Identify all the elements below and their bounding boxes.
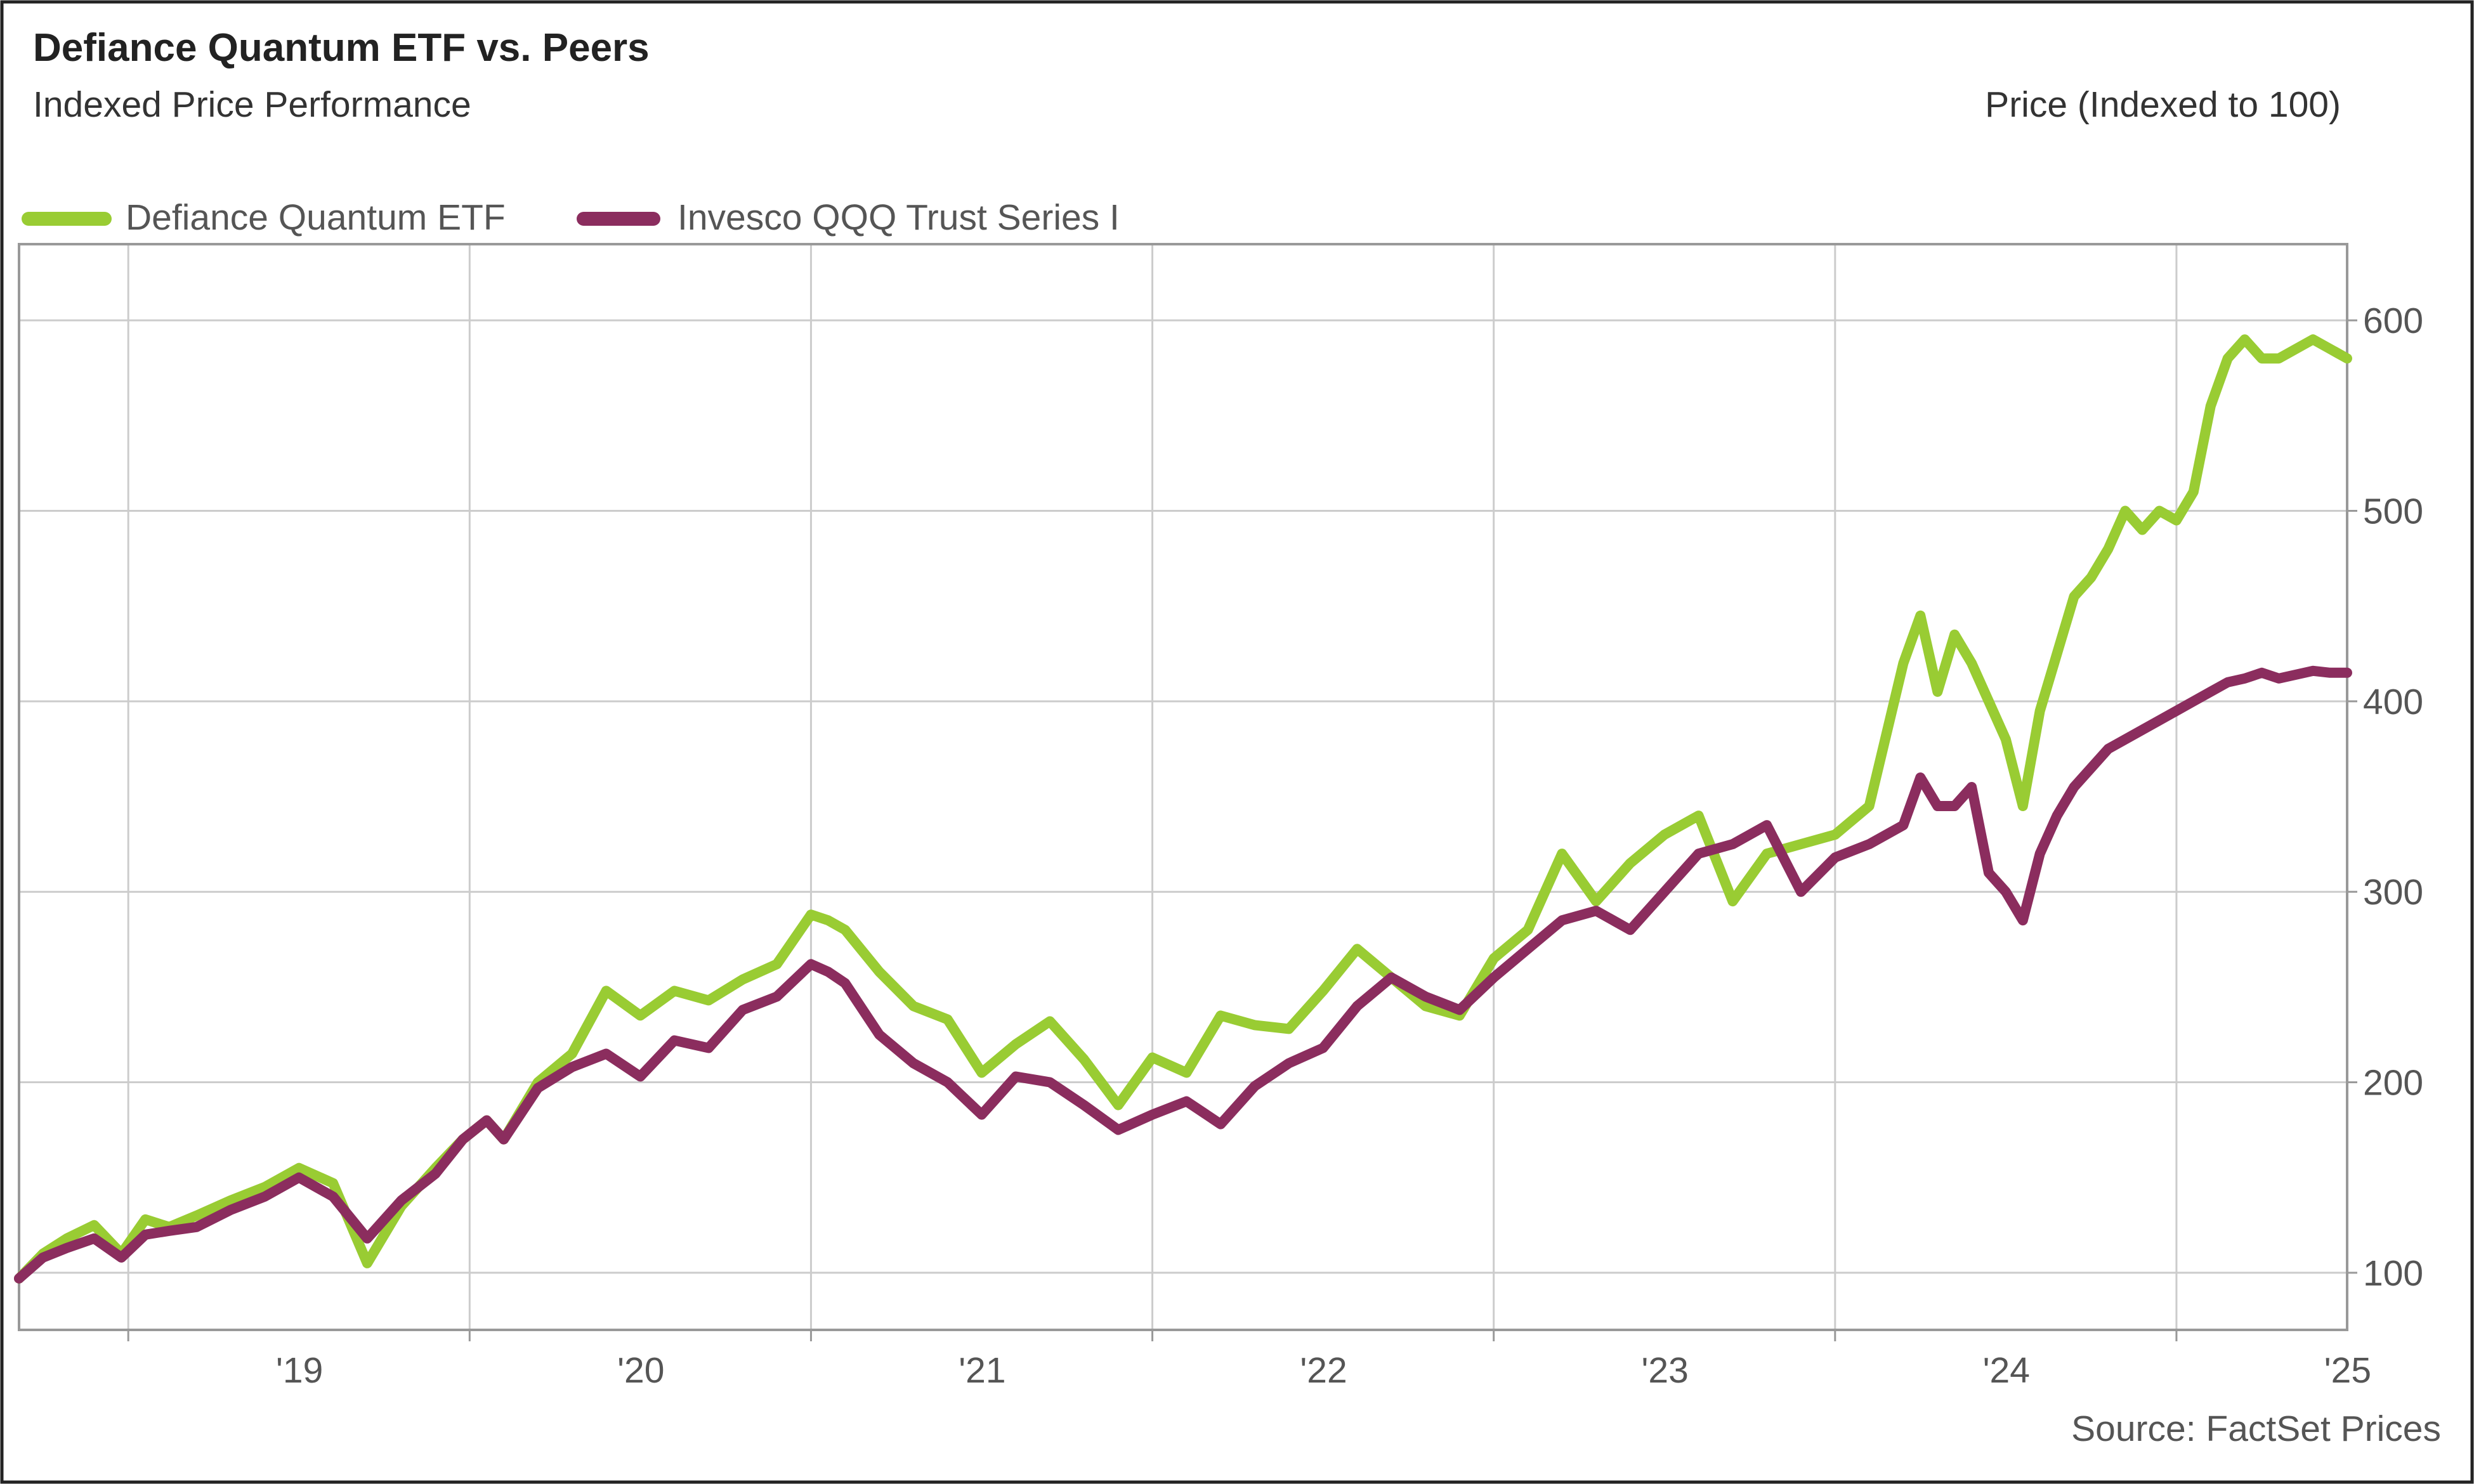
legend-label-qqq: Invesco QQQ Trust Series I xyxy=(677,197,1120,238)
y-tick-label: 200 xyxy=(2363,1063,2423,1103)
y-tick-label: 600 xyxy=(2363,301,2423,341)
y-tick-label: 400 xyxy=(2363,682,2423,722)
gridlines xyxy=(19,244,2347,1330)
x-tick-label: '22 xyxy=(1300,1350,1347,1391)
series-line-qqq xyxy=(14,665,2352,1284)
x-tick-label: '25 xyxy=(2324,1350,2371,1391)
x-tick-label: '24 xyxy=(1983,1350,2030,1391)
plot-area-border xyxy=(18,243,2348,1331)
x-axis-ticks: '19 '20 '21 '22 '23 '24 '25 xyxy=(127,1330,2371,1391)
y-axis-label: Price (Indexed to 100) xyxy=(1985,84,2341,125)
legend: Defiance Quantum ETF Invesco QQQ Trust S… xyxy=(22,197,1120,238)
chart-title: Defiance Quantum ETF vs. Peers xyxy=(33,26,650,70)
x-tick-label: '19 xyxy=(276,1350,323,1391)
y-tick-label: 500 xyxy=(2363,491,2423,531)
y-axis-ticks: 100 200 300 400 500 600 xyxy=(2347,301,2423,1294)
x-tick-label: '21 xyxy=(959,1350,1005,1391)
y-tick-label: 300 xyxy=(2363,872,2423,913)
chart-subtitle: Indexed Price Performance xyxy=(33,84,471,125)
legend-label-defiance: Defiance Quantum ETF xyxy=(126,197,506,238)
x-tick-label: '23 xyxy=(1642,1350,1689,1391)
series-layer xyxy=(14,334,2352,1284)
x-tick-label: '20 xyxy=(617,1350,664,1391)
y-tick-label: 100 xyxy=(2363,1253,2423,1294)
source-note: Source: FactSet Prices xyxy=(2071,1409,2441,1449)
